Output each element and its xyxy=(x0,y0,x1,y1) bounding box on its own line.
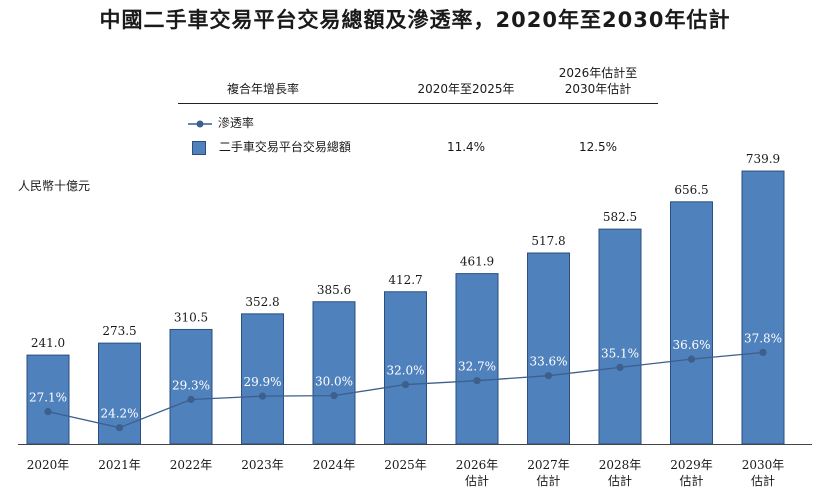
penetration-point-2 xyxy=(187,395,195,404)
penetration-label-3: 29.9% xyxy=(243,375,281,389)
penetration-label-6: 32.7% xyxy=(458,360,496,374)
x-tick-label-6: 2026年 xyxy=(456,458,499,472)
cagr-col2-header-line2: 2030年估計 xyxy=(564,82,632,96)
penetration-point-9 xyxy=(687,355,696,363)
cagr-col1-header: 2020年至2025年 xyxy=(417,82,515,96)
x-tick-label-8-line2: 估計 xyxy=(608,473,632,488)
penetration-label-8: 35.1% xyxy=(601,346,639,360)
bar-value-label-2: 310.5 xyxy=(174,310,208,324)
x-tick-label-5: 2025年 xyxy=(384,458,427,472)
bar-8 xyxy=(598,228,642,445)
penetration-label-0: 27.1% xyxy=(29,391,67,405)
penetration-point-4 xyxy=(330,392,338,400)
cagr-table-rule xyxy=(178,103,658,104)
penetration-point-5 xyxy=(401,380,410,389)
bar-value-label-4: 385.6 xyxy=(317,283,351,297)
bar-9 xyxy=(670,201,713,445)
bar-value-label-10: 739.9 xyxy=(746,152,780,166)
penetration-point-3 xyxy=(258,392,267,400)
penetration-label-4: 30.0% xyxy=(315,375,353,389)
bar-6 xyxy=(455,273,499,445)
cagr-col2-header-line1: 2026年估計至 xyxy=(558,66,638,80)
bar-2 xyxy=(169,328,213,445)
legend-line-marker xyxy=(188,120,212,127)
penetration-point-6 xyxy=(473,377,481,385)
penetration-point-10 xyxy=(759,348,767,357)
x-tick-label-7-line2: 估計 xyxy=(536,473,560,488)
chart-title: 中國二手車交易平台交易總額及滲透率，2020年至2030年估計 xyxy=(99,8,731,32)
legend-bar-label: 二手車交易平台交易總額 xyxy=(218,140,351,154)
legend-line-label: 滲透率 xyxy=(217,116,254,130)
legend-line-entry: 滲透率 xyxy=(186,114,254,131)
penetration-point-0 xyxy=(44,408,52,416)
x-tick-label-10-line2: 估計 xyxy=(751,473,775,488)
penetration-label-9: 36.6% xyxy=(672,338,710,352)
x-tick-label-10: 2030年 xyxy=(742,458,785,472)
x-tick-label-0: 2020年 xyxy=(27,458,70,472)
bar-value-label-0: 241.0 xyxy=(31,336,65,350)
bar-3 xyxy=(241,313,284,445)
bar-4 xyxy=(312,301,356,445)
penetration-point-8 xyxy=(616,363,624,371)
legend-bar-swatch xyxy=(192,140,206,155)
x-tick-label-8: 2028年 xyxy=(599,458,642,472)
bar-10 xyxy=(741,170,785,445)
x-tick-label-9: 2029年 xyxy=(670,458,713,472)
penetration-label-2: 29.3% xyxy=(172,378,210,392)
bar-0 xyxy=(26,354,70,445)
x-tick-label-7: 2027年 xyxy=(527,458,570,472)
cagr-col1-value: 11.4% xyxy=(446,140,486,154)
bar-7 xyxy=(527,252,570,445)
x-tick-label-1: 2021年 xyxy=(98,458,141,472)
bar-value-label-3: 352.8 xyxy=(245,295,279,309)
bar-value-label-8: 582.5 xyxy=(603,210,637,224)
penetration-point-7 xyxy=(544,372,553,380)
x-tick-label-3: 2023年 xyxy=(241,458,284,472)
penetration-label-7: 33.6% xyxy=(529,355,567,369)
bar-value-label-5: 412.7 xyxy=(388,273,422,287)
bar-value-label-1: 273.5 xyxy=(102,324,136,338)
bar-value-label-7: 517.8 xyxy=(531,234,565,248)
cagr-col2-value: 12.5% xyxy=(578,140,618,154)
cagr-header-label: 複合年增長率 xyxy=(226,82,299,96)
x-tick-label-4: 2024年 xyxy=(313,458,356,472)
penetration-point-1 xyxy=(115,424,124,432)
penetration-label-5: 32.0% xyxy=(386,364,424,378)
x-tick-label-9-line2: 估計 xyxy=(679,473,703,488)
bar-value-label-9: 656.5 xyxy=(674,183,708,197)
bar-5 xyxy=(384,291,427,445)
bar-value-label-6: 461.9 xyxy=(460,255,494,269)
penetration-label-10: 37.8% xyxy=(744,331,782,345)
x-tick-label-2: 2022年 xyxy=(170,458,213,472)
y-axis-unit-label: 人民幣十億元 xyxy=(18,179,91,193)
legend-bar-entry: 二手車交易平台交易總額 xyxy=(192,138,351,155)
x-tick-label-6-line2: 估計 xyxy=(465,473,489,488)
penetration-label-1: 24.2% xyxy=(100,407,138,421)
